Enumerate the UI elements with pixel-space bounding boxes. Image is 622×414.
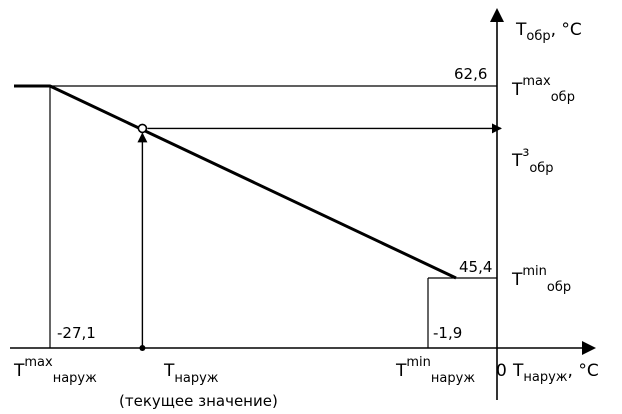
x-max-value-label: -27,1	[57, 324, 96, 342]
x-current-note: (текущее значение)	[119, 392, 278, 410]
x-current-mark-label: Tнаруж	[163, 361, 219, 386]
y-axis-title: Tобр, °C	[515, 20, 582, 44]
y-max-mark-label: Tmaxобр	[511, 74, 575, 105]
x-axis-origin-label: 0	[496, 361, 507, 381]
x-axis-arrow	[582, 341, 596, 355]
y-max-value-label: 62,6	[454, 65, 487, 83]
x-max-mark-label: Tmaxнаруж	[13, 355, 97, 386]
current-point-marker	[137, 123, 148, 134]
y-current-mark-label: Tзобр	[511, 145, 554, 176]
x-axis-title: Tнаруж, °C	[512, 361, 599, 385]
x-min-value-label: -1,9	[433, 324, 462, 342]
current-x-dot	[139, 345, 146, 351]
y-min-value-label: 45,4	[459, 258, 492, 276]
y-min-mark-label: Tminобр	[511, 264, 571, 295]
heating-curve-line	[14, 84, 457, 280]
y-axis-arrow	[490, 8, 504, 22]
x-min-mark-label: Tminнаруж	[395, 355, 475, 386]
